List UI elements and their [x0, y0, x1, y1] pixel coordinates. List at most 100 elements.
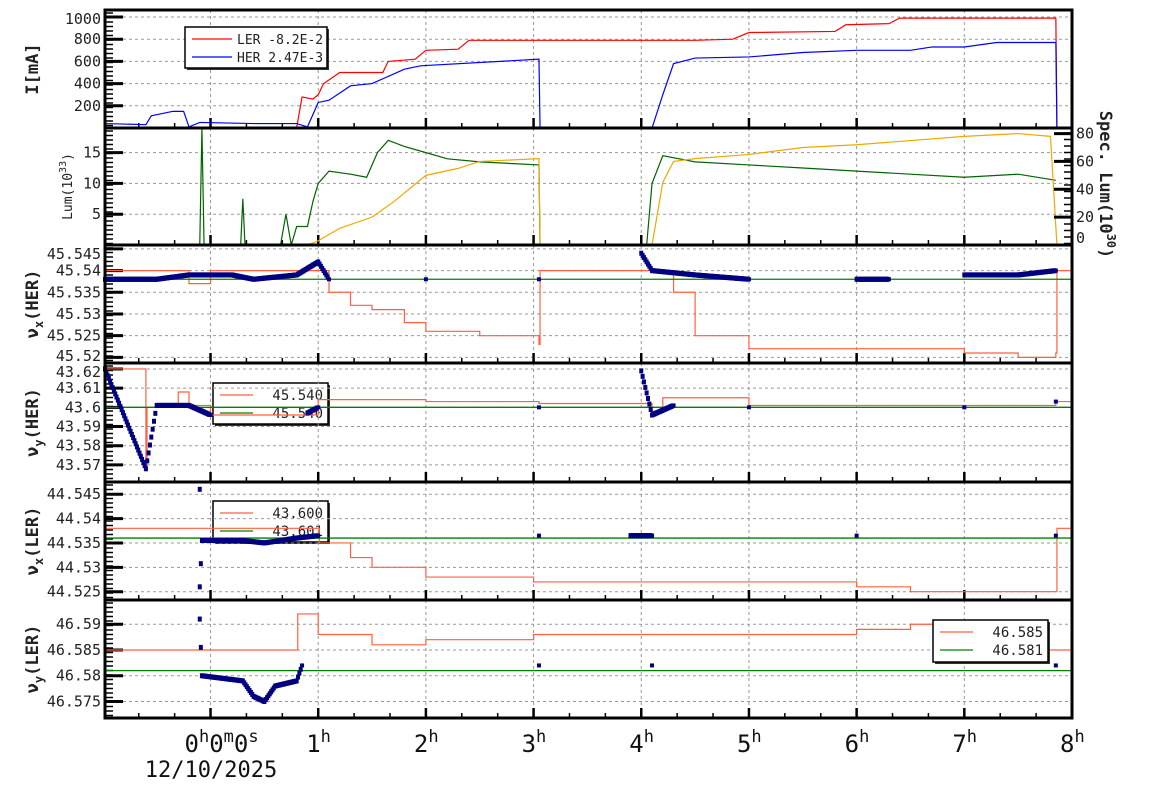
legend-label: 43.600 [272, 506, 323, 522]
y-axis-label: νy(LER) [23, 625, 46, 694]
y-axis-label: νx(LER) [23, 507, 46, 576]
series-marker [124, 419, 129, 425]
x-axis-date: 12/10/2025 [145, 758, 277, 782]
y-tick-label: 44.535 [47, 534, 101, 552]
series-marker [119, 406, 124, 412]
series-marker [746, 277, 751, 282]
series-marker [316, 405, 321, 410]
series-marker [146, 450, 151, 456]
legend: 46.585 46.581 [932, 619, 1050, 664]
series-marker [128, 428, 133, 434]
panel-1: 200 400 600 800 1000 I[mA] LER -8.2E-2 HER 2.47… [23, 8, 1074, 130]
series-marker [141, 460, 146, 466]
series-marker [296, 674, 301, 680]
y-tick-label: 45.525 [47, 327, 101, 345]
series-marker [105, 372, 110, 378]
y-tick-label: 43.61 [56, 379, 101, 397]
y-tick-label: 46.58 [56, 667, 101, 685]
legend-label: 46.581 [992, 643, 1043, 659]
y-tick-label: 43.59 [56, 418, 101, 436]
x-tick-label: 6h [845, 727, 870, 758]
y2-tick-label: 40 [1076, 180, 1094, 198]
series-marker [111, 388, 116, 394]
series-marker [197, 616, 202, 622]
series-marker [138, 453, 143, 459]
series-marker [647, 401, 652, 407]
series-marker [122, 413, 127, 419]
y-tick-label: 200 [74, 97, 101, 115]
series-marker [198, 644, 203, 650]
panel-3: 45.52 45.525 45.53 45.535 45.5445.545νx(HER)… [23, 243, 1074, 426]
series-marker [115, 397, 120, 403]
series-marker [142, 463, 147, 469]
y2-tick-label: 0 [1076, 229, 1085, 247]
panel-2: 5 10 15 Lum(1033) 0 20 40 60 80 Spec. Lum(1030) [58, 111, 1118, 259]
series-marker [298, 666, 303, 672]
y2-tick-label: 20 [1076, 208, 1094, 226]
y-tick-label: 46.575 [47, 693, 101, 711]
series-marker [198, 561, 203, 567]
y2-tick-label: 60 [1076, 152, 1094, 170]
y-tick-label: 10 [83, 174, 101, 192]
series-line [307, 132, 1058, 246]
series-line [105, 613, 1072, 651]
y-tick-label: 45.545 [47, 245, 101, 263]
series-marker [113, 391, 118, 397]
series-marker [131, 435, 136, 441]
y-tick-label: 15 [83, 144, 101, 162]
series-line [104, 41, 1058, 129]
y-tick-label: 44.525 [47, 583, 101, 601]
series-marker [536, 663, 541, 668]
series-marker [153, 410, 158, 416]
series-marker [886, 277, 891, 282]
x-tick-label: 1h [306, 727, 331, 758]
x-tick-label: 5h [737, 727, 762, 758]
y-tick-label: 43.6 [65, 398, 101, 416]
legend-label: 45.540 [272, 388, 323, 404]
series-marker [640, 373, 645, 379]
series-marker [208, 413, 213, 418]
series-marker [300, 663, 305, 668]
series-line [105, 127, 1056, 246]
series-marker [126, 422, 131, 428]
series-marker [110, 385, 115, 391]
y2-axis-label: Spec. Lum(1030) [1095, 111, 1118, 259]
x-tick-label: 0h0m0s [185, 727, 259, 758]
series-marker [294, 678, 299, 684]
series-marker [145, 458, 150, 464]
x-tick-label: 7h [952, 727, 977, 758]
y-tick-label: 800 [74, 30, 101, 48]
series-marker [109, 382, 114, 388]
y-tick-label: 45.52 [56, 347, 101, 365]
legend: LER -8.2E-2 HER 2.47E-3 [184, 26, 329, 70]
y-tick-label: 600 [74, 52, 101, 70]
series-marker [149, 434, 154, 440]
series-marker [120, 410, 125, 416]
series-marker [536, 533, 541, 538]
series-marker [140, 456, 145, 462]
series-marker [962, 405, 967, 410]
series-marker [639, 368, 644, 374]
series-line [105, 17, 1058, 129]
legend-label: LER -8.2E-2 [237, 33, 323, 48]
legend-label: 46.585 [992, 625, 1043, 641]
y-axis-label: I[mA] [23, 43, 43, 94]
series-marker [297, 670, 302, 676]
y-tick-label: 43.58 [56, 437, 101, 455]
y-tick-label: 44.54 [56, 510, 101, 528]
y-tick-label: 45.54 [56, 262, 101, 280]
series-marker [746, 405, 751, 410]
series-marker [133, 441, 138, 447]
series-marker [151, 418, 156, 424]
y-tick-label: 45.535 [47, 283, 101, 301]
series-marker [197, 584, 202, 590]
series-marker [643, 384, 648, 390]
series-marker [326, 277, 331, 282]
series-marker [671, 403, 676, 408]
panel-frame [103, 126, 1074, 247]
series-marker [127, 425, 132, 431]
